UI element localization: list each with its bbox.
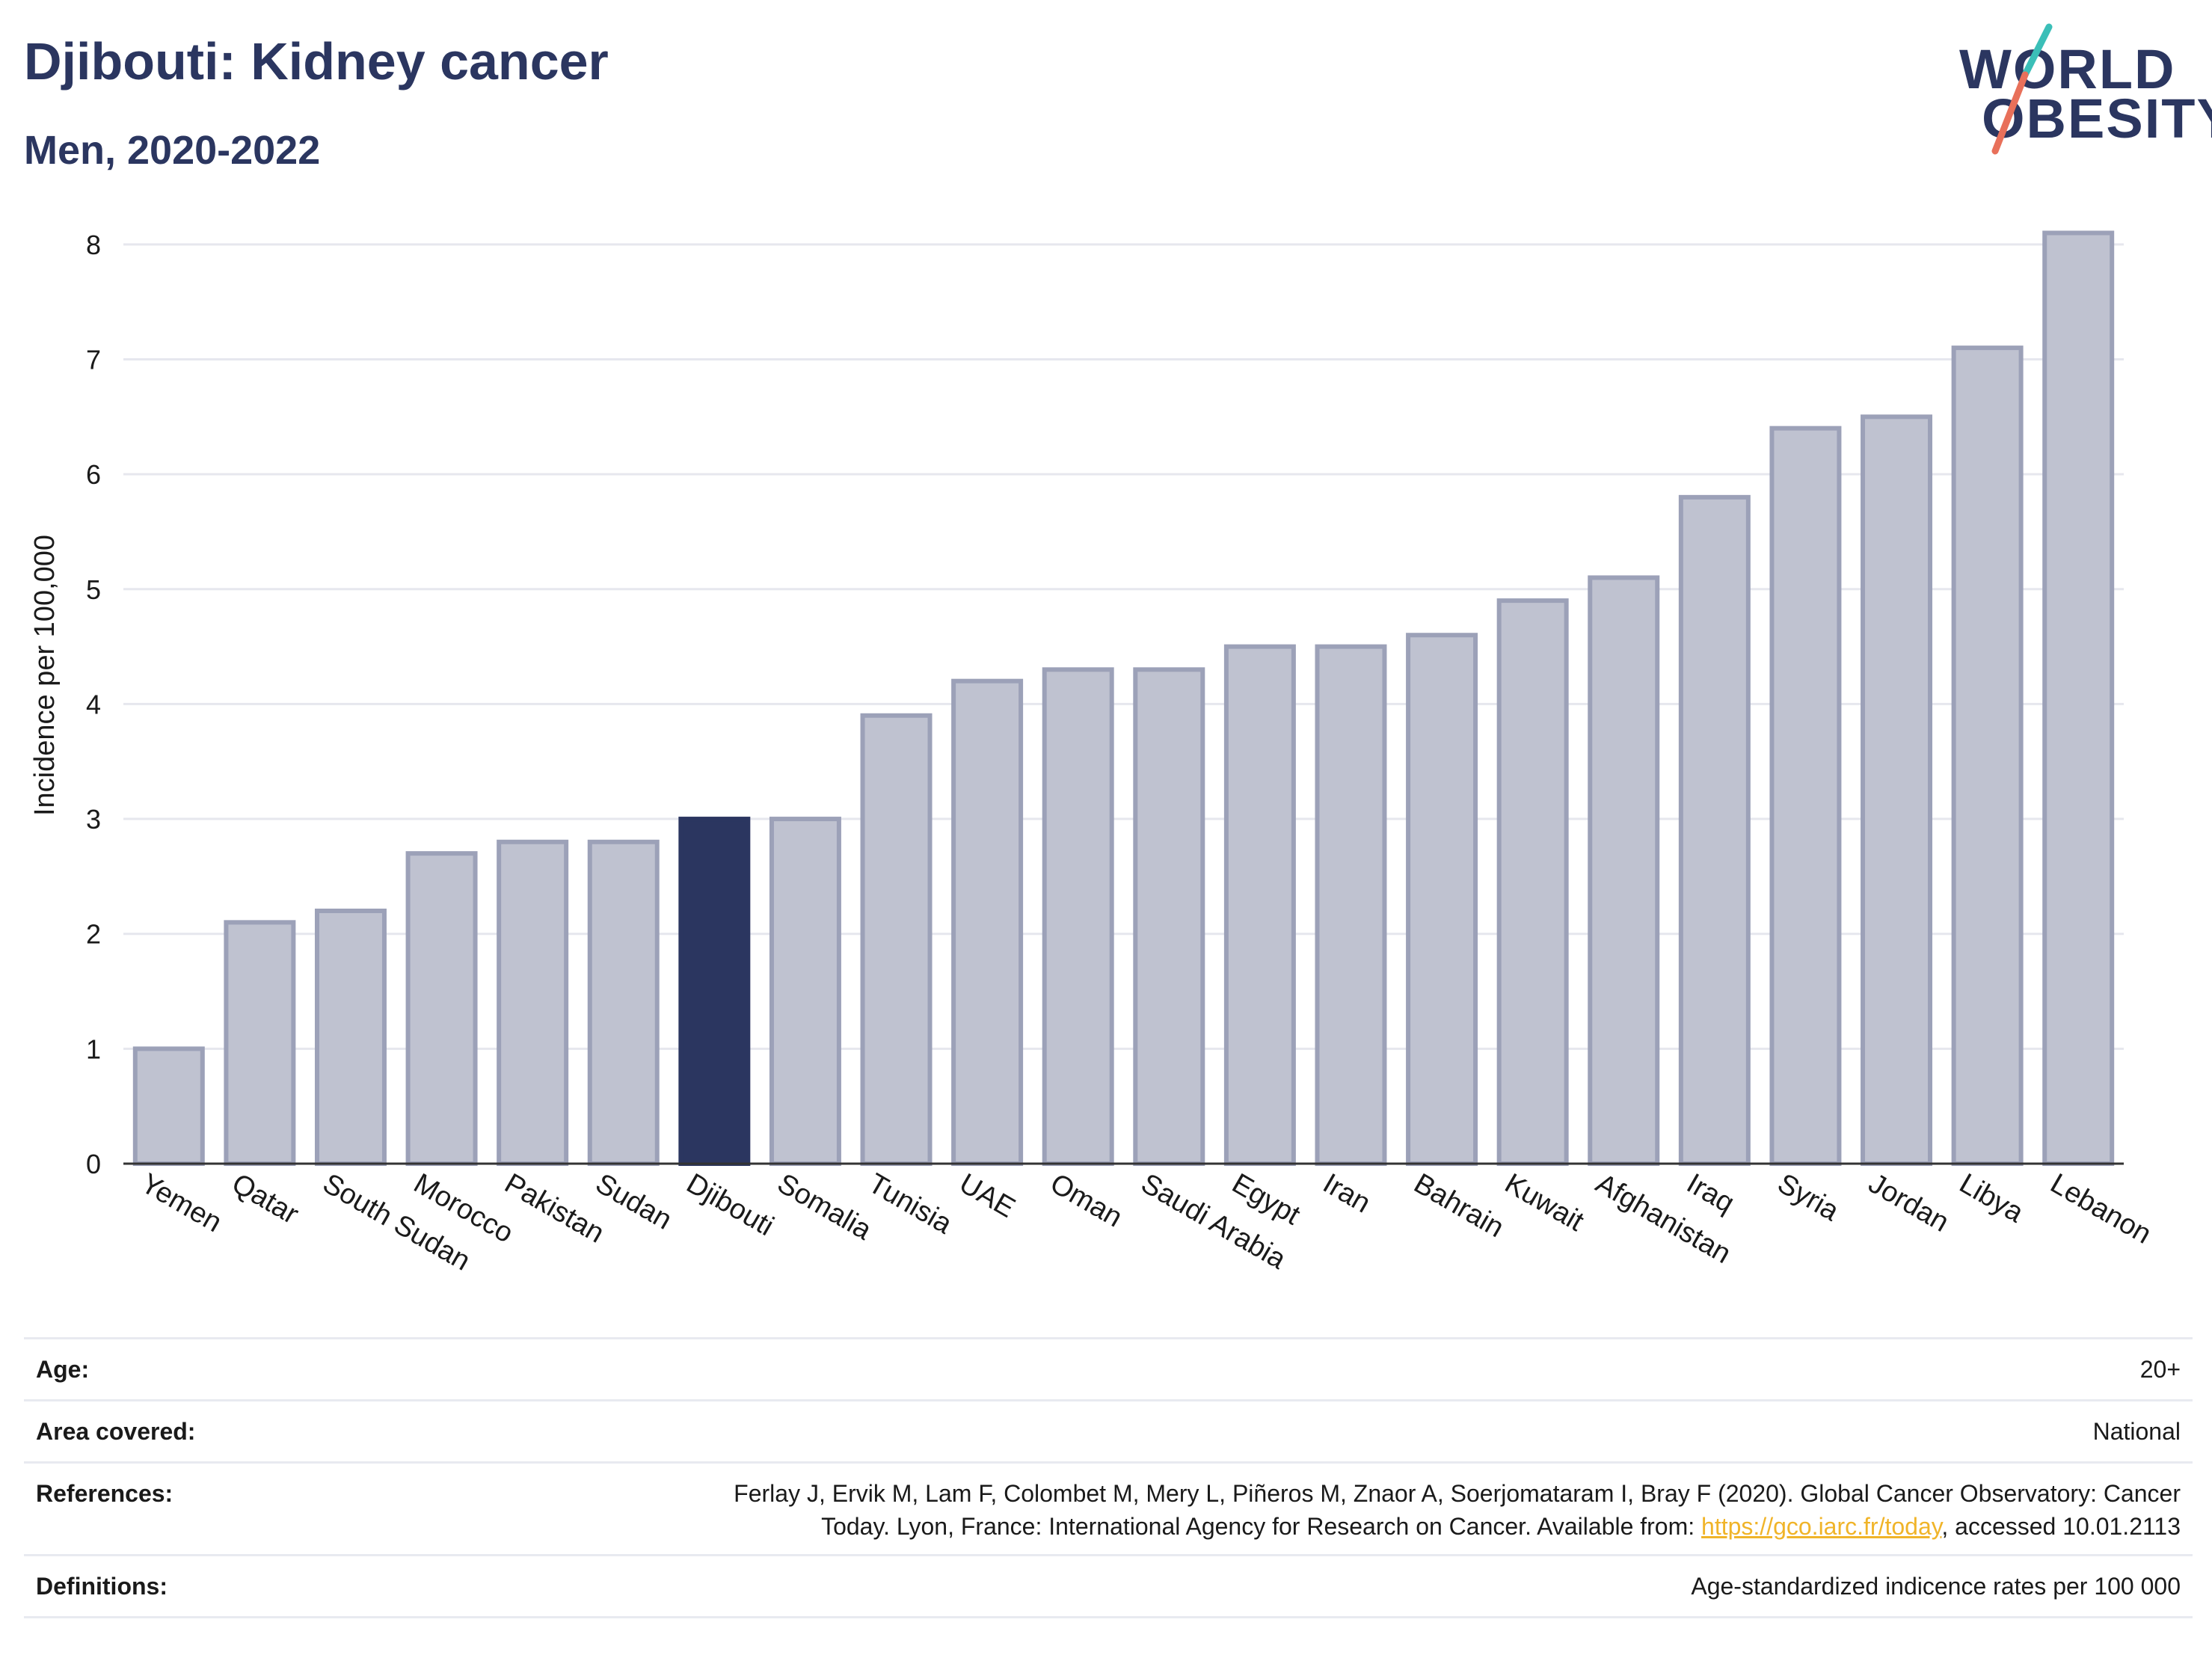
x-tick-label: Iran xyxy=(1318,1167,1376,1219)
y-tick-label: 8 xyxy=(86,230,101,260)
bar-kuwait xyxy=(1496,598,1569,1166)
bar-somalia xyxy=(769,817,841,1166)
y-tick-label: 5 xyxy=(86,574,101,605)
references-value: Ferlay J, Ervik M, Lam F, Colombet M, Me… xyxy=(734,1477,2193,1554)
bar-bahrain xyxy=(1406,633,1478,1166)
bar-iran xyxy=(1315,644,1387,1166)
bar-djibouti xyxy=(678,817,751,1166)
y-tick-label: 7 xyxy=(86,344,101,375)
bar-afghanistan xyxy=(1588,575,1660,1166)
references-label: References: xyxy=(36,1480,173,1507)
x-tick-label: Syria xyxy=(1772,1167,1845,1227)
bar-uae xyxy=(951,678,1024,1166)
x-tick-label: Qatar xyxy=(227,1167,304,1230)
references-line-2-pre: Today. Lyon, France: International Agenc… xyxy=(821,1513,1702,1540)
world-obesity-logo: WORLD OBESITY xyxy=(1937,22,2212,157)
x-tick-label: Tunisia xyxy=(863,1167,958,1240)
bar-yemen xyxy=(132,1046,205,1166)
logo-line-2: OBESITY xyxy=(1982,87,2212,150)
definitions-value: Age-standardized indicence rates per 100… xyxy=(1691,1572,2181,1600)
info-row-area: Area covered: National xyxy=(24,1399,2193,1461)
references-line-1: Ferlay J, Ervik M, Lam F, Colombet M, Me… xyxy=(734,1480,2181,1507)
age-value: 20+ xyxy=(2139,1355,2181,1383)
x-tick-label: Pakistan xyxy=(500,1167,609,1249)
y-tick-label: 4 xyxy=(86,689,101,719)
x-tick-label: Lebanon xyxy=(2045,1167,2157,1250)
info-row-definitions: Definitions: Age-standardized indicence … xyxy=(24,1554,2193,1618)
bar-south-sudan xyxy=(314,908,387,1166)
info-row-references: References: Ferlay J, Ervik M, Lam F, Co… xyxy=(24,1461,2193,1554)
bar-tunisia xyxy=(860,713,933,1166)
y-tick-label: 2 xyxy=(86,919,101,950)
x-tick-label: Kuwait xyxy=(1499,1167,1589,1238)
bar-chart: 0 1 2 3 4 5 6 7 8 Incidence per 100,000 Yemen Qatar… xyxy=(29,230,2157,1277)
references-link[interactable]: https://gco.iarc.fr/today xyxy=(1701,1513,1942,1540)
bar-syria xyxy=(1769,426,1842,1166)
bar-oman xyxy=(1042,667,1114,1166)
x-tick-label: Somalia xyxy=(772,1167,877,1246)
x-tick-label: Libya xyxy=(1954,1167,2029,1229)
x-tick-label: Yemen xyxy=(135,1167,227,1238)
references-line-2-post: , accessed 10.01.2113 xyxy=(1941,1513,2181,1540)
y-tick-label: 6 xyxy=(86,459,101,490)
info-row-age: Age: 20+ xyxy=(24,1337,2193,1399)
y-tick-label: 1 xyxy=(86,1034,101,1064)
chart-subtitle: Men, 2020-2022 xyxy=(24,128,321,173)
x-tick-label: Oman xyxy=(1045,1167,1128,1233)
y-axis-label: Incidence per 100,000 xyxy=(29,535,61,816)
bar-lebanon xyxy=(2042,230,2115,1166)
bar-qatar xyxy=(224,920,296,1166)
area-label: Area covered: xyxy=(36,1417,196,1445)
logo-slash-icon xyxy=(1991,23,2053,155)
age-label: Age: xyxy=(36,1355,90,1383)
x-tick-label: Iraq xyxy=(1681,1167,1739,1219)
logo-line-1: WORLD xyxy=(1959,38,2176,100)
y-tick-label: 0 xyxy=(86,1149,101,1179)
bar-iraq xyxy=(1678,494,1751,1166)
x-tick-label: Djibouti xyxy=(681,1167,779,1242)
definitions-label: Definitions: xyxy=(36,1572,168,1600)
info-table: Age: 20+ Area covered: National Referenc… xyxy=(24,1337,2193,1618)
bar-pakistan xyxy=(497,839,569,1166)
bar-libya xyxy=(1951,346,2024,1167)
x-tick-label: Jordan xyxy=(1864,1167,1955,1238)
bar-egypt xyxy=(1223,644,1296,1166)
area-value: National xyxy=(2092,1417,2181,1445)
chart-title: Djibouti: Kidney cancer xyxy=(24,32,609,90)
bar-sudan xyxy=(587,839,660,1166)
bar-saudi-arabia xyxy=(1133,667,1205,1166)
y-tick-label: 3 xyxy=(86,804,101,835)
bar-morocco xyxy=(405,851,478,1166)
x-tick-label: Bahrain xyxy=(1409,1167,1509,1244)
bar-jordan xyxy=(1861,414,1933,1166)
x-tick-label: UAE xyxy=(954,1167,1021,1223)
